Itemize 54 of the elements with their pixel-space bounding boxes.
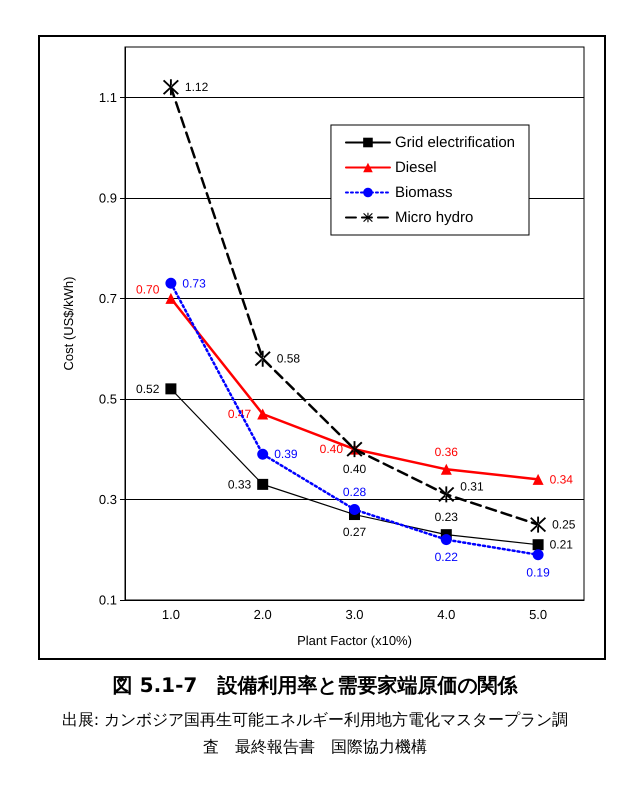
y-axis-title: Cost (US$/kWh): [61, 276, 76, 370]
data-label: 0.36: [434, 444, 458, 459]
data-label: 0.25: [552, 518, 576, 532]
point: [257, 448, 268, 460]
data-label: 0.31: [460, 479, 484, 494]
point: [440, 534, 452, 546]
data-label: 0.23: [434, 510, 458, 524]
data-label: 0.40: [342, 462, 366, 476]
data-label: 1.12: [184, 80, 209, 94]
x-axis-title: Plant Factor (x10%): [297, 633, 412, 648]
text: 出展: カンボジア国再生可能エネルギー利用地方電化マスタープラン調査 最終報告書 国際協力機構: [60, 709, 570, 758]
x-tick-label: 1.0: [162, 607, 180, 622]
data-label: 0.34: [550, 472, 574, 486]
point: [257, 408, 268, 420]
legend-label: Grid electrification: [394, 134, 516, 151]
data-label: 0.21: [550, 538, 574, 552]
data-label: 0.33: [228, 477, 252, 492]
point: [254, 350, 271, 367]
data-label: 0.27: [342, 525, 366, 540]
data-label: 0.52: [136, 382, 160, 396]
data-label: 0.28: [342, 485, 366, 500]
data-label: 0.39: [274, 447, 298, 462]
x-tick-label: 4.0: [437, 607, 456, 622]
point: [532, 474, 544, 485]
point: [165, 292, 176, 304]
y-tick-label: 0.3: [98, 492, 117, 507]
point: [530, 516, 546, 533]
legend-label: Micro hydro: [394, 209, 474, 226]
point: [162, 79, 179, 96]
y-tick-label: 0.7: [98, 290, 117, 306]
point: [165, 383, 176, 394]
point: [438, 486, 454, 502]
point: [440, 464, 452, 475]
point: [532, 549, 544, 560]
point: [349, 504, 360, 516]
data-label: 0.19: [526, 565, 550, 580]
point: [165, 278, 176, 289]
y-tick-label: 0.5: [98, 391, 117, 406]
legend-label: Diesel: [394, 159, 437, 176]
data-label: 0.70: [136, 282, 160, 296]
y-tick-label: 1.1: [98, 90, 117, 105]
data-label: 0.22: [434, 550, 458, 564]
point: [257, 478, 268, 490]
x-tick-label: 2.0: [254, 607, 272, 622]
y-tick-label: 0.1: [98, 592, 117, 608]
x-tick-label: 5.0: [529, 607, 548, 622]
data-label: 0.58: [276, 352, 300, 366]
legend-label: Biomass: [394, 184, 452, 201]
data-label: 0.40: [320, 442, 344, 456]
data-label: 0.73: [182, 276, 206, 290]
point: [532, 539, 544, 550]
text: 図 5.1-7 設備利用率と需要家端原価の関係: [112, 672, 519, 699]
x-tick-label: 3.0: [345, 607, 364, 622]
y-tick-label: 0.9: [98, 190, 117, 206]
